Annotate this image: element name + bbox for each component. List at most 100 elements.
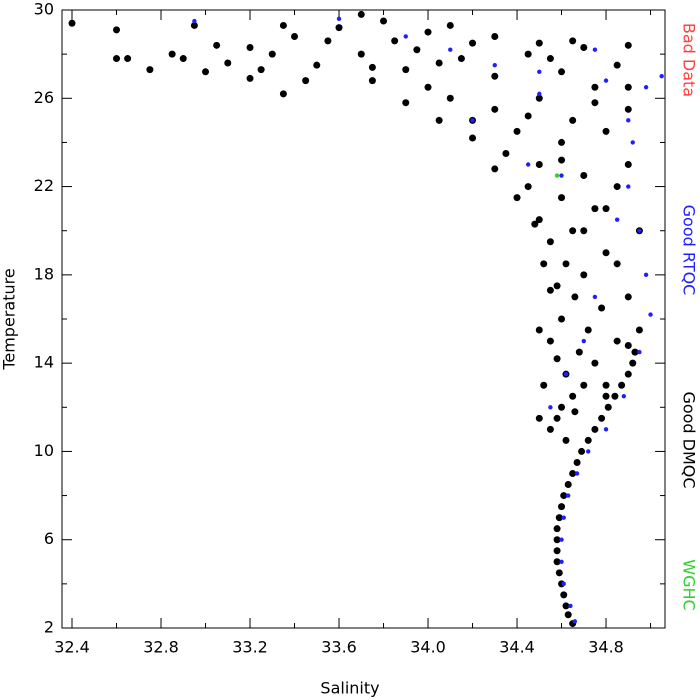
legend-entry: Good RTQC xyxy=(680,205,699,296)
y-tick-label: 10 xyxy=(34,441,54,460)
data-point xyxy=(624,161,632,168)
data-point xyxy=(335,24,343,32)
data-point xyxy=(558,68,566,76)
data-point xyxy=(357,50,365,58)
data-point xyxy=(580,381,588,389)
data-point xyxy=(569,392,577,400)
data-point xyxy=(524,183,532,191)
data-point xyxy=(224,59,232,67)
data-point xyxy=(535,414,543,422)
data-point xyxy=(566,493,571,498)
legend-entry: Good DMQC xyxy=(680,391,699,488)
data-point xyxy=(603,427,609,432)
data-point xyxy=(492,62,497,68)
data-point xyxy=(626,184,631,189)
data-point xyxy=(635,326,643,334)
data-point xyxy=(368,77,376,85)
data-point xyxy=(569,116,577,124)
data-point xyxy=(562,436,570,444)
x-tick-label: 32.8 xyxy=(143,638,179,657)
data-point xyxy=(540,381,548,389)
x-tick-label: 33.6 xyxy=(321,638,357,657)
data-point xyxy=(626,118,631,123)
data-point xyxy=(562,602,570,610)
data-point xyxy=(535,216,543,224)
data-point xyxy=(491,105,499,113)
data-point xyxy=(491,32,499,40)
data-point xyxy=(403,34,408,39)
data-point xyxy=(68,19,76,27)
data-point xyxy=(491,72,499,80)
y-axis-label: Temperature xyxy=(0,268,19,370)
data-point xyxy=(643,85,649,90)
data-point xyxy=(513,127,521,135)
data-point xyxy=(578,447,586,455)
data-point xyxy=(630,140,635,145)
data-point xyxy=(402,99,410,107)
data-point xyxy=(554,173,560,178)
data-point xyxy=(561,581,566,587)
data-point xyxy=(637,228,642,233)
data-point xyxy=(113,55,121,63)
data-point xyxy=(598,414,606,422)
data-point xyxy=(637,349,642,355)
data-point xyxy=(540,260,548,268)
data-point xyxy=(553,414,561,422)
data-point xyxy=(621,394,627,399)
data-point xyxy=(581,338,586,344)
data-point xyxy=(535,326,543,334)
data-point xyxy=(524,112,532,120)
data-point xyxy=(571,293,579,301)
data-point xyxy=(535,39,543,47)
data-point xyxy=(553,355,561,363)
data-point xyxy=(602,381,610,389)
data-point xyxy=(613,61,621,69)
data-point xyxy=(648,312,653,317)
data-point xyxy=(546,55,554,63)
data-point xyxy=(602,127,610,135)
data-point xyxy=(324,37,332,45)
data-point xyxy=(546,286,554,294)
data-point xyxy=(124,55,132,63)
data-point xyxy=(580,227,588,235)
data-point xyxy=(168,50,176,58)
data-point xyxy=(546,238,554,246)
data-point xyxy=(491,165,499,173)
data-point xyxy=(629,359,637,367)
data-point xyxy=(603,78,609,83)
data-point xyxy=(553,536,561,544)
data-point xyxy=(146,66,154,74)
data-point xyxy=(202,68,210,76)
data-point xyxy=(192,18,197,24)
data-point xyxy=(571,408,579,416)
data-point xyxy=(592,294,598,300)
data-point xyxy=(113,26,121,34)
x-tick-label: 34.4 xyxy=(499,638,535,657)
data-point xyxy=(380,17,388,25)
data-point xyxy=(448,47,453,52)
data-point xyxy=(611,392,619,400)
y-tick-label: 22 xyxy=(34,176,54,195)
data-point xyxy=(553,525,561,533)
data-point xyxy=(558,138,566,146)
data-point xyxy=(631,348,639,356)
data-point xyxy=(357,10,365,18)
data-point xyxy=(624,293,632,301)
data-point xyxy=(546,337,554,345)
data-point xyxy=(569,37,577,45)
data-point xyxy=(435,59,443,67)
data-point xyxy=(586,449,591,454)
data-point xyxy=(591,83,599,91)
data-point xyxy=(313,61,321,69)
data-point xyxy=(558,403,566,411)
data-point xyxy=(555,514,563,522)
data-point xyxy=(602,249,610,257)
data-point xyxy=(613,183,621,191)
data-point xyxy=(279,21,287,29)
data-point xyxy=(558,315,566,323)
data-point xyxy=(413,46,421,54)
data-point xyxy=(572,619,578,624)
data-point xyxy=(564,611,572,619)
data-point xyxy=(402,66,410,74)
